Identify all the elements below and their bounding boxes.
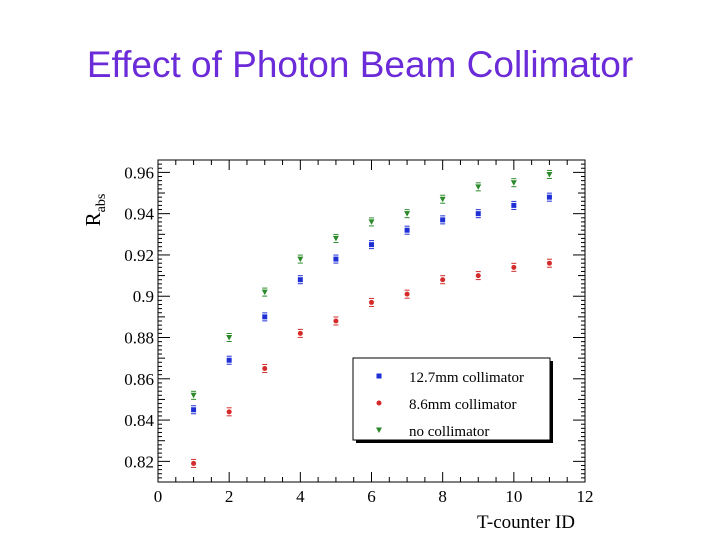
data-point (511, 264, 517, 270)
data-point (262, 314, 268, 320)
data-points (190, 169, 553, 468)
slide-title: Effect of Photon Beam Collimator (86, 44, 634, 85)
data-point (262, 365, 268, 371)
data-point (440, 217, 446, 223)
data-point (190, 392, 197, 399)
y-tick-label: 0.96 (124, 163, 154, 182)
legend: 12.7mm collimator 8.6mm collimator no coll… (352, 357, 553, 443)
legend-entry-label: 8.6mm collimator (409, 397, 516, 413)
y-tick-label: 0.92 (124, 246, 154, 265)
data-point (369, 299, 374, 305)
y-tick-label: 0.9 (133, 287, 154, 306)
x-axis-label: T-counter ID (477, 512, 575, 533)
data-point (439, 196, 446, 203)
y-tick-label: 0.86 (124, 370, 154, 389)
axis-ticks (157, 159, 586, 483)
data-point (191, 460, 197, 466)
y-tick-label: 0.94 (124, 205, 154, 224)
data-point (546, 171, 553, 178)
series-triangle-down (190, 169, 553, 400)
data-point (440, 277, 446, 283)
series-square (191, 192, 552, 415)
y-tick-label: 0.82 (124, 452, 154, 471)
plot-frame (157, 159, 586, 483)
data-point (297, 277, 303, 283)
series-circle (191, 258, 552, 468)
x-tick-label: 4 (296, 487, 305, 506)
data-point (404, 291, 410, 297)
data-point (369, 242, 374, 248)
x-tick-label: 6 (367, 487, 376, 506)
x-tick-label: 10 (505, 487, 522, 506)
data-point (475, 211, 481, 217)
y-axis-label: Rabs (81, 194, 109, 227)
legend-entry-label: 12.7mm collimator (409, 370, 524, 386)
y-tick-label: 0.84 (124, 411, 154, 430)
data-point (226, 409, 232, 415)
data-point (376, 400, 382, 406)
data-point (404, 227, 410, 233)
y-axis-label-main: R (81, 212, 105, 226)
data-point (546, 260, 552, 266)
y-tick-label: 0.88 (124, 329, 154, 348)
data-point (376, 373, 382, 379)
data-point (297, 330, 303, 336)
data-point (546, 194, 552, 200)
data-point (511, 202, 517, 208)
data-point (333, 256, 339, 262)
data-point (297, 256, 304, 263)
data-point (404, 211, 411, 217)
x-tick-label: 12 (577, 487, 594, 506)
data-point (226, 335, 233, 341)
data-point (510, 180, 517, 186)
x-tick-label: 2 (225, 487, 234, 506)
legend-entry-label: no collimator (409, 424, 489, 440)
x-tick-label: 0 (154, 487, 163, 506)
data-point (475, 184, 482, 190)
data-point (333, 318, 339, 324)
data-point (368, 219, 375, 225)
data-point (191, 407, 197, 413)
x-tick-label: 8 (438, 487, 447, 506)
data-point (261, 289, 268, 296)
tick-labels: 0 2 4 6 8 10 12 0.82 0.84 0.86 0.88 0.9 0.92 0.94 0.96 (124, 163, 593, 506)
data-point (475, 273, 481, 279)
data-point (376, 427, 382, 433)
y-axis-label-subscript: abs (94, 194, 109, 213)
data-point (226, 357, 232, 363)
legend-box (352, 357, 551, 441)
data-point (332, 235, 339, 242)
